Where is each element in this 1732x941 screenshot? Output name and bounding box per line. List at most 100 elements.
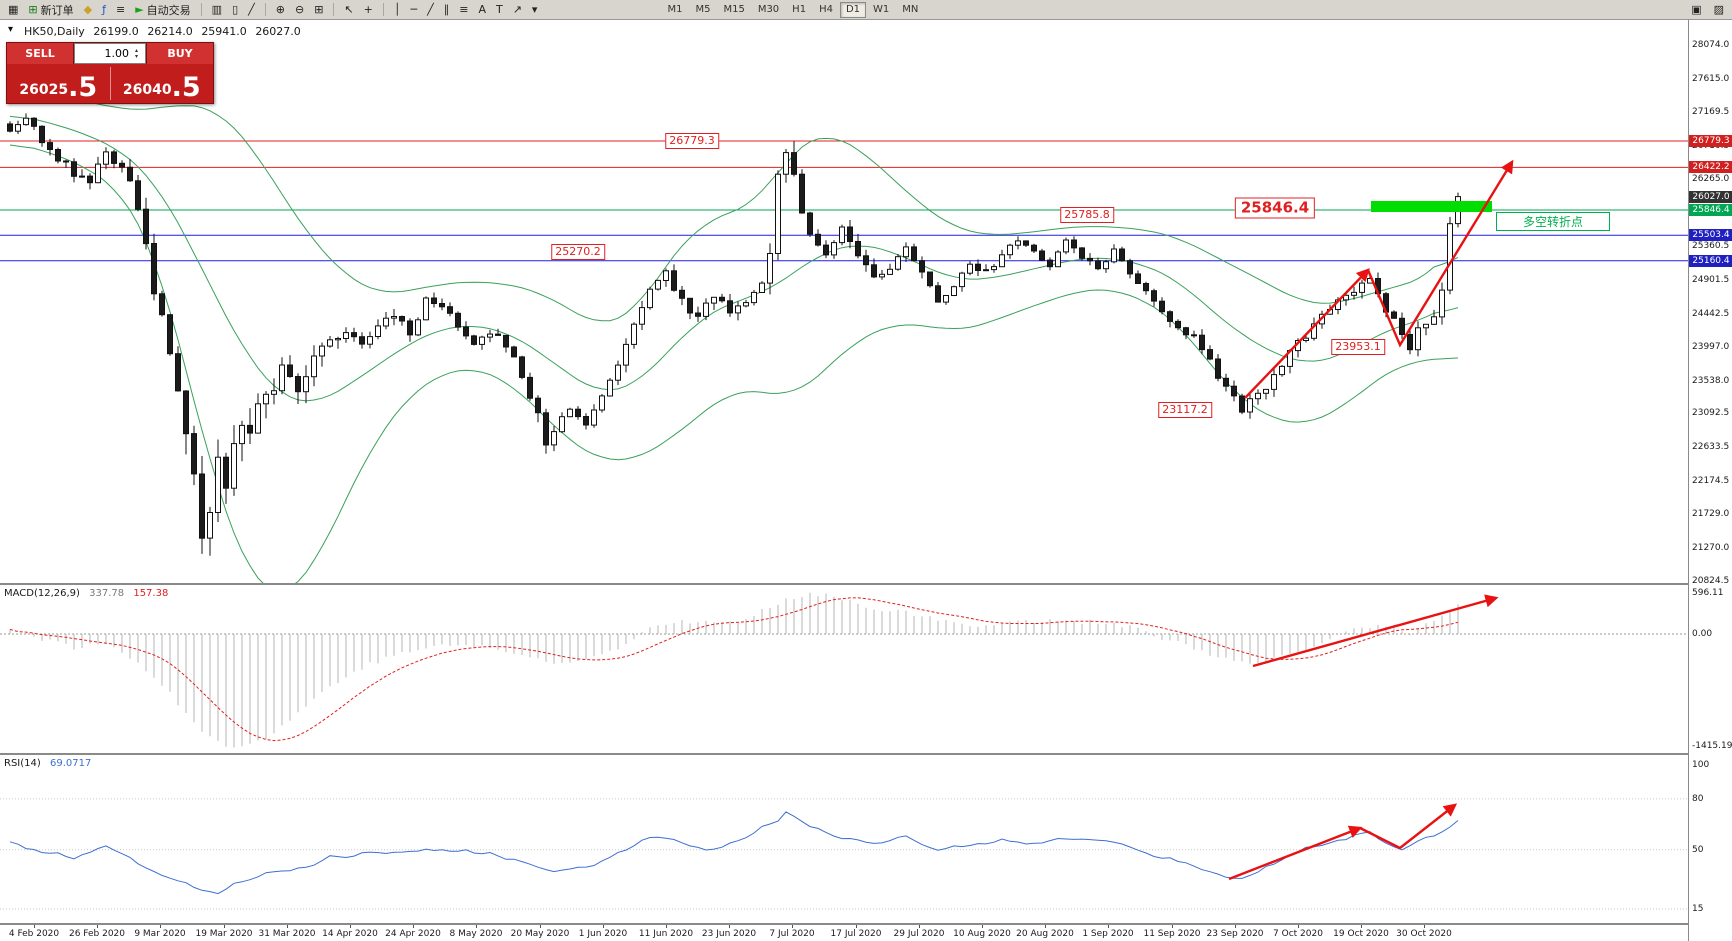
cursor-icon[interactable]: ↖ [340, 1, 357, 18]
horizontal-line-icon[interactable]: ─ [406, 1, 421, 18]
timeframe-button-w1[interactable]: W1 [873, 3, 890, 15]
time-axis-tick [1424, 925, 1425, 928]
price-scale-label: 23092.5 [1692, 408, 1730, 418]
buy-price-display[interactable]: 26040.5 [111, 64, 214, 103]
buy-button[interactable]: BUY [146, 43, 213, 64]
toolbar-left-group: ▦ ⊞ 新订单 ◆ ƒ ≡ ► 自动交易 ▥ ▯ ╱ ⊕ ⊖ ⊞ ↖ + │ ─ ╱ ∥ ≡ A T ↗ ▾ [4, 1, 541, 18]
zoom-in-icon[interactable]: ⊕ [272, 1, 289, 18]
toolbar-separator [200, 3, 202, 16]
channel-icon: ∥ [443, 3, 450, 16]
macd-scale-label: 596.11 [1692, 588, 1724, 598]
green-highlight-bar [1371, 201, 1492, 212]
chart-window-icon[interactable]: ▦ [4, 1, 22, 18]
timeframe-button-h4[interactable]: H4 [819, 3, 833, 15]
time-axis[interactable]: 4 Feb 2020 26 Feb 2020 9 Mar 2020 19 Mar 20… [0, 925, 1688, 941]
chart-open-value: 26199.0 [93, 25, 139, 38]
time-axis-tick [350, 925, 351, 928]
macd-panel-canvas[interactable] [0, 584, 1688, 753]
new-order-button[interactable]: ⊞ 新订单 [24, 1, 77, 18]
zoom-out-icon[interactable]: ⊖ [291, 1, 308, 18]
time-axis-tick [413, 925, 414, 928]
date-label: 29 Jul 2020 [893, 929, 945, 939]
vertical-line-icon[interactable]: │ [390, 1, 405, 18]
macd-arrow-layer [1252, 594, 1499, 668]
fibonacci-icon: ≡ [459, 3, 469, 16]
new-order-button: ⊞ [28, 3, 38, 16]
channel-icon[interactable]: ∥ [440, 1, 454, 18]
date-label: 23 Sep 2020 [1206, 929, 1264, 939]
macd-main-value: 337.78 [89, 588, 125, 599]
sell-button[interactable]: SELL [7, 43, 74, 64]
indicators-icon[interactable]: ƒ [98, 1, 110, 18]
price-scale-label: 25360.5 [1692, 241, 1730, 251]
date-label: 11 Jun 2020 [638, 929, 694, 939]
crosshair-icon: + [363, 3, 373, 16]
trendline-icon[interactable]: ╱ [423, 1, 438, 18]
toolbar-right-group: ▣ ▨ [1687, 1, 1728, 18]
window-icon[interactable]: ▣ [1687, 1, 1705, 18]
timeframe-button-m30[interactable]: M30 [757, 3, 780, 15]
time-axis-tick [1172, 925, 1173, 928]
metaeditor-icon[interactable]: ◆ [80, 1, 96, 18]
crosshair-icon[interactable]: + [360, 1, 377, 18]
tile-windows-icon[interactable]: ⊞ [310, 1, 327, 18]
date-label: 10 Aug 2020 [953, 929, 1011, 939]
timeframe-button-h1[interactable]: H1 [792, 3, 807, 15]
timeframe-button-m1[interactable]: M1 [667, 3, 683, 15]
price-chart-canvas[interactable] [0, 20, 1688, 583]
volume-input[interactable] [75, 47, 131, 60]
buy-price-main: 26040 [122, 82, 172, 98]
date-label: 30 Oct 2020 [1396, 929, 1452, 939]
timeframe-button-m5[interactable]: M5 [695, 3, 711, 15]
macd-panel-separator[interactable] [0, 583, 1732, 585]
auto-trading-button[interactable]: ► 自动交易 [131, 1, 194, 18]
arrows-tool-icon[interactable]: ↗ [509, 1, 526, 18]
bollinger-upper-band [9, 87, 1459, 322]
chart-window-icon: ▦ [8, 3, 19, 16]
dropdown-arrow-icon[interactable]: ▾ [528, 1, 542, 18]
macd-indicator-label: MACD(12,26,9) 337.78 157.38 [4, 588, 174, 599]
navigator-icon[interactable]: ≡ [112, 1, 129, 18]
bar-chart-icon: ▥ [211, 3, 223, 16]
time-axis-tick [34, 925, 35, 928]
price-scale-label: 23997.0 [1692, 342, 1730, 352]
sell-price-display[interactable]: 26025.5 [7, 64, 110, 103]
rsi-panel-separator[interactable] [0, 753, 1732, 755]
volume-down-arrow-icon[interactable]: ▾ [134, 52, 138, 60]
vertical-line-icon: │ [393, 3, 401, 16]
date-label: 17 Jul 2020 [830, 929, 882, 939]
timeframe-button-d1[interactable]: D1 [839, 1, 867, 18]
one-click-trading-panel: SELL ▴ ▾ BUY 26025.5 26040.5 [6, 42, 214, 104]
text-icon[interactable]: A [474, 1, 490, 18]
price-scale-label: 22174.5 [1692, 476, 1730, 486]
price-scale-label: 24442.5 [1692, 309, 1730, 319]
label-icon[interactable]: T [492, 1, 507, 18]
time-axis-tick [160, 925, 161, 928]
time-axis-tick [729, 925, 730, 928]
macd-signal-line [9, 597, 1459, 742]
fibonacci-icon[interactable]: ≡ [455, 1, 472, 18]
time-axis-tick [982, 925, 983, 928]
bar-chart-icon[interactable]: ▥ [208, 1, 226, 18]
properties-icon[interactable]: ▨ [1710, 1, 1728, 18]
candlestick-chart-icon[interactable]: ▯ [228, 1, 242, 18]
macd-signal-value: 157.38 [133, 588, 169, 599]
rsi-scale-label: 80 [1692, 794, 1704, 804]
timeframe-button-mn[interactable]: MN [902, 3, 919, 15]
price-tag-25503.4: 25503.4 [1689, 229, 1732, 241]
time-axis-tick [1045, 925, 1046, 928]
line-chart-icon[interactable]: ╱ [244, 1, 259, 18]
volume-spinner: ▴ ▾ [131, 46, 142, 60]
date-label: 19 Mar 2020 [195, 929, 253, 939]
date-label: 4 Feb 2020 [8, 929, 60, 939]
timeframe-button-m15[interactable]: M15 [723, 3, 745, 15]
rsi-name: RSI(14) [4, 758, 41, 769]
candlestick-chart-icon: ▯ [232, 3, 239, 16]
rsi-panel-canvas[interactable] [0, 754, 1688, 923]
one-click-collapse-icon[interactable]: ▾ [8, 24, 14, 35]
volume-up-arrow-icon[interactable]: ▴ [134, 46, 138, 54]
price-scale[interactable]: 28074.027615.027169.526710.526265.025806… [1688, 0, 1732, 941]
navigator-icon: ≡ [115, 3, 126, 16]
date-label: 7 Jul 2020 [769, 929, 815, 939]
